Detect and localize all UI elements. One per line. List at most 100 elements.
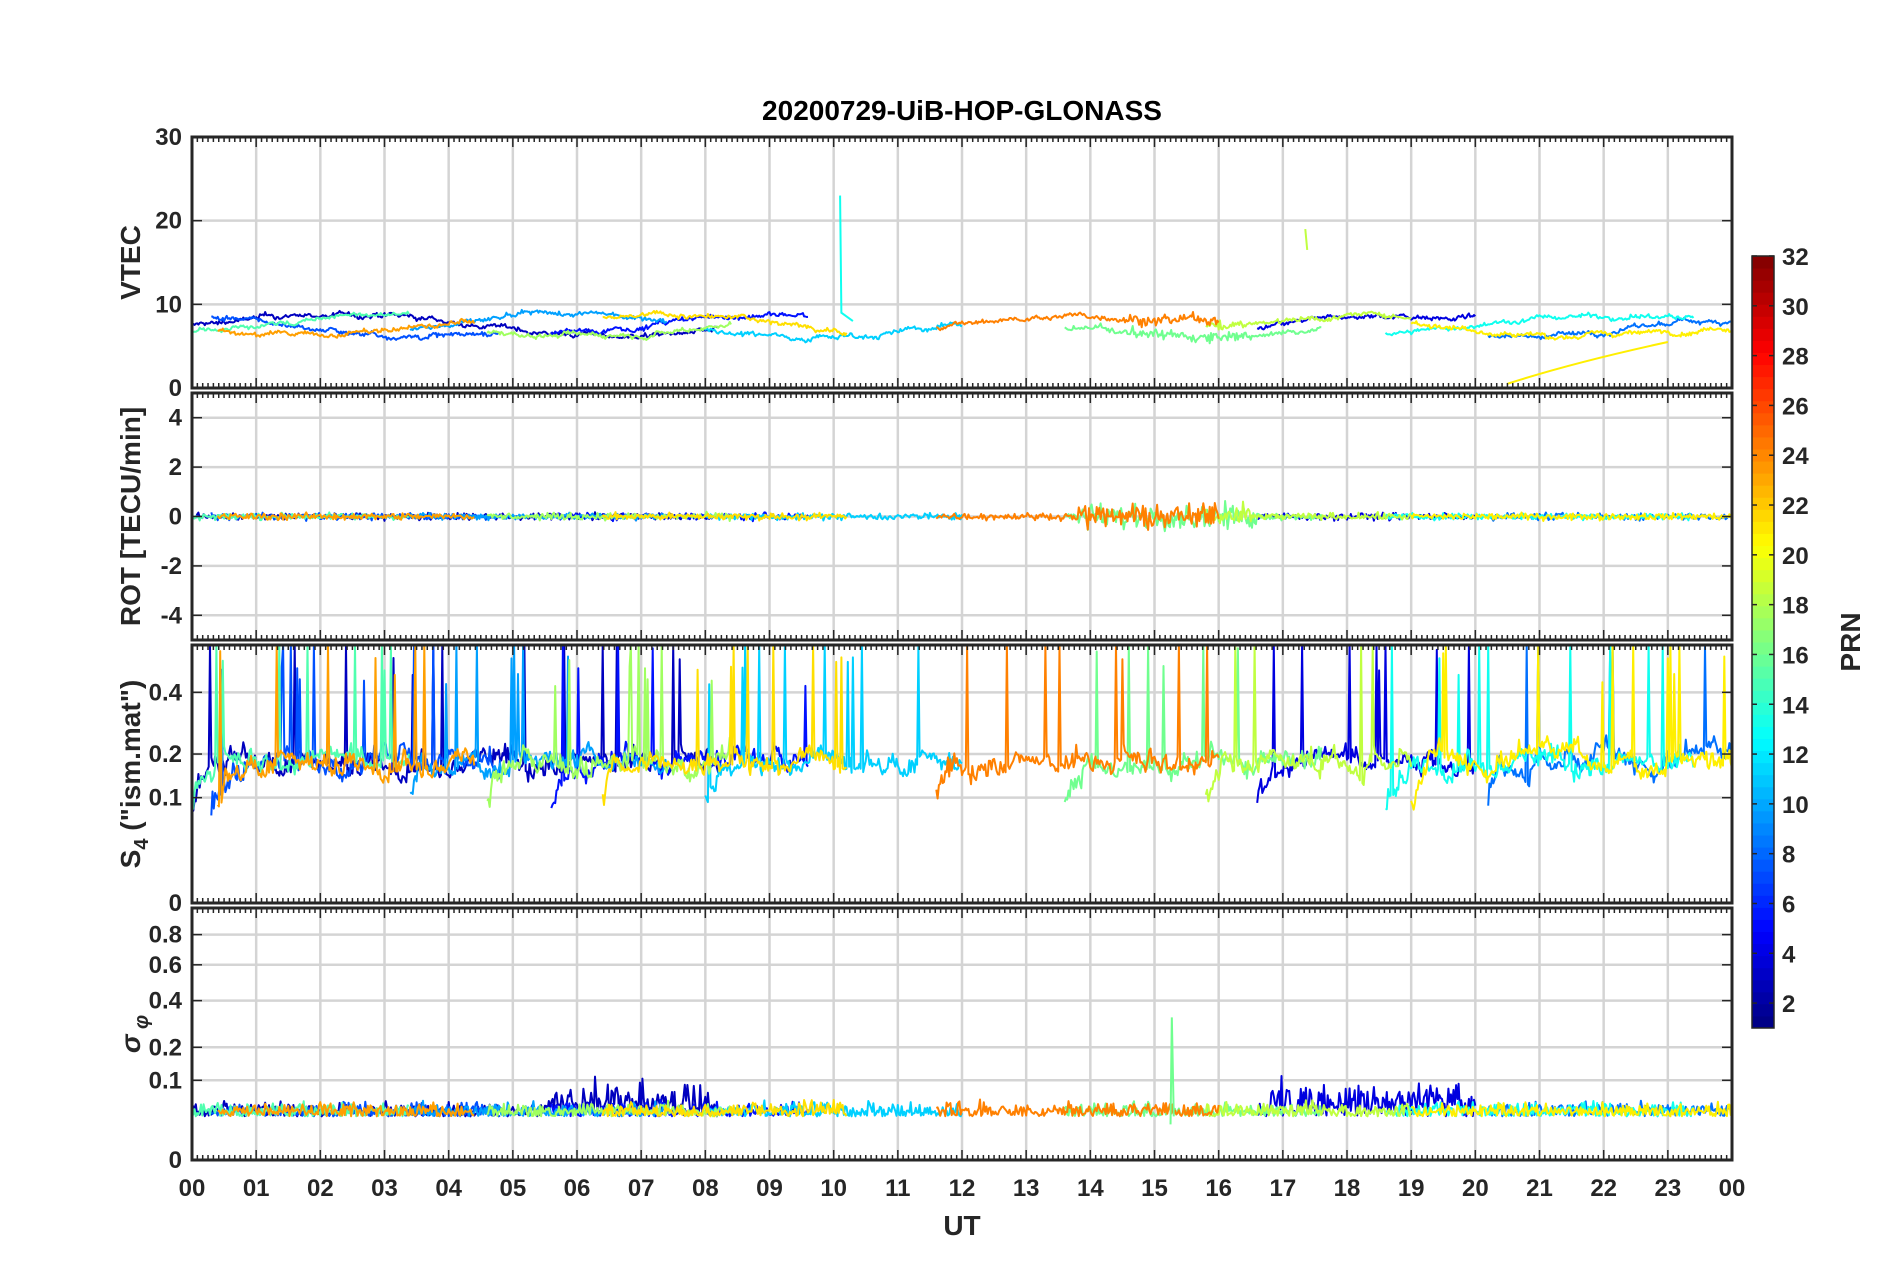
- series-23: [216, 645, 476, 808]
- x-tick-label: 05: [499, 1175, 526, 1202]
- y-tick-label: 0.2: [149, 741, 182, 768]
- y-tick-label: 0.8: [149, 922, 182, 949]
- series-24: [935, 502, 1220, 531]
- vtec-curve: [1507, 341, 1669, 385]
- colorbar-segment: [1752, 907, 1774, 920]
- series-17: [486, 645, 732, 808]
- colorbar-segment: [1752, 750, 1774, 764]
- colorbar-tick-label: 18: [1782, 593, 1809, 620]
- colorbar-segment: [1752, 955, 1774, 969]
- y-tick-label: 20: [155, 208, 182, 235]
- colorbar-segment: [1752, 979, 1774, 993]
- y-tick-label: 0.1: [149, 1067, 182, 1094]
- series-20: [1410, 320, 1732, 341]
- y-tick-label: -4: [161, 602, 183, 629]
- colorbar-segment: [1752, 268, 1774, 281]
- colorbar-segment: [1752, 376, 1774, 390]
- colorbar-segment: [1752, 557, 1774, 571]
- colorbar-segment: [1752, 678, 1774, 691]
- x-tick-label: 11: [885, 1175, 910, 1202]
- series-24: [936, 311, 1220, 332]
- series-11: [704, 321, 963, 344]
- x-tick-label: 16: [1205, 1175, 1232, 1202]
- series-group: [192, 500, 1732, 533]
- x-tick-label: 13: [1013, 1175, 1040, 1202]
- series-group: [192, 645, 1732, 816]
- panel-vtec: 0 10 20 30 VTEC: [115, 124, 1734, 402]
- colorbar-segment: [1752, 726, 1774, 739]
- colorbar-tick-label: 4: [1782, 941, 1796, 968]
- colorbar-segment: [1752, 328, 1774, 341]
- series-21: [601, 1098, 848, 1118]
- colorbar-segment: [1752, 859, 1774, 872]
- colorbar-segment: [1752, 388, 1774, 402]
- colorbar-segment: [1752, 485, 1774, 498]
- series-20: [1410, 645, 1732, 811]
- x-tick-label: 21: [1526, 1175, 1553, 1202]
- x-tick-label: 06: [564, 1175, 591, 1202]
- x-tick-label: 10: [820, 1175, 847, 1202]
- colorbar-segment: [1752, 449, 1774, 462]
- series-23: [216, 511, 475, 522]
- y-tick-label: 0.2: [149, 1034, 182, 1061]
- y-tick-label: 0.4: [149, 679, 183, 706]
- colorbar-segment: [1752, 702, 1774, 715]
- series-18: [1204, 1099, 1413, 1118]
- colorbar-segment: [1752, 581, 1774, 595]
- y-axis-label: ROT [TECU/min]: [115, 407, 146, 626]
- panel-s4: 0 0.1 0.2 0.4S4 ("ism.mat"): [115, 643, 1734, 917]
- y-tick-label: 0: [169, 375, 182, 402]
- x-axis-label: UT: [943, 1210, 980, 1241]
- series-4: [550, 311, 809, 337]
- vtec-spike: [839, 195, 854, 322]
- colorbar-segment: [1752, 654, 1774, 667]
- x-tick-label: 01: [243, 1175, 270, 1202]
- colorbar-segment: [1752, 931, 1774, 945]
- colorbar-segment: [1752, 822, 1774, 836]
- colorbar-segment: [1752, 919, 1774, 932]
- series-20: [1410, 511, 1732, 522]
- x-tick-label: 12: [949, 1175, 976, 1202]
- colorbar-segment: [1752, 967, 1774, 981]
- y-tick-label: 4: [169, 405, 183, 432]
- y-tick-label: -2: [161, 553, 182, 580]
- colorbar-segment: [1752, 666, 1774, 679]
- colorbar-segment: [1752, 835, 1774, 848]
- colorbar-tick-label: 32: [1782, 244, 1809, 271]
- series-9: [409, 308, 668, 332]
- x-tick-label: 15: [1141, 1175, 1168, 1202]
- y-tick-label: 2: [169, 454, 182, 481]
- x-tick-label: 17: [1269, 1175, 1296, 1202]
- x-tick-label: 20: [1462, 1175, 1489, 1202]
- colorbar-segment: [1752, 292, 1774, 305]
- series-23: [217, 1101, 475, 1118]
- colorbar-segment: [1752, 461, 1774, 474]
- series-15: [1064, 322, 1322, 345]
- colorbar-segment: [1752, 304, 1774, 317]
- y-tick-label: 30: [155, 124, 182, 151]
- colorbar-segment: [1752, 436, 1774, 450]
- colorbar-tick-label: 24: [1782, 443, 1809, 470]
- colorbar-segment: [1752, 280, 1774, 293]
- colorbar-segment: [1752, 473, 1774, 486]
- colorbar-segment: [1752, 1003, 1774, 1017]
- x-tick-label: 04: [435, 1175, 462, 1202]
- vtec-spike: [1304, 228, 1309, 251]
- colorbar-tick-label: 16: [1782, 642, 1809, 669]
- series-7: [1487, 316, 1732, 341]
- colorbar-segment: [1752, 533, 1774, 546]
- colorbar-segment: [1752, 412, 1774, 426]
- colorbar-segment: [1752, 569, 1774, 583]
- colorbar-segment: [1752, 714, 1774, 727]
- colorbar-segment: [1752, 762, 1774, 776]
- x-tick-label: 07: [628, 1175, 655, 1202]
- y-tick-label: 0: [169, 504, 182, 531]
- series-23: [217, 317, 476, 339]
- colorbar-segment: [1752, 605, 1774, 619]
- colorbar-segment: [1752, 871, 1774, 884]
- colorbar-segment: [1752, 316, 1774, 329]
- colorbar-segment: [1752, 1015, 1774, 1029]
- series-12: [1385, 645, 1695, 811]
- colorbar-segment: [1752, 943, 1774, 957]
